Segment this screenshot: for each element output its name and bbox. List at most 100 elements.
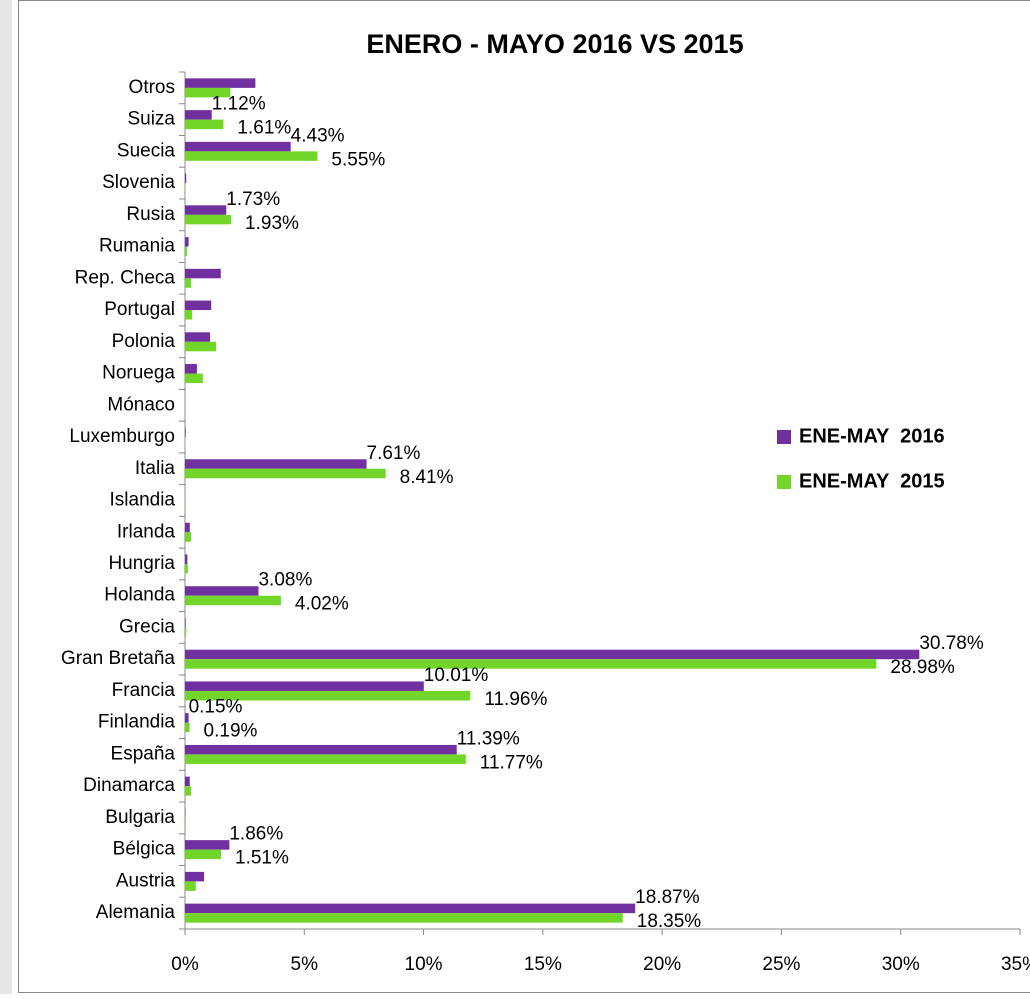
y-tick-label: Hungria <box>108 553 175 574</box>
bar <box>185 777 190 787</box>
data-label: 10.01% <box>424 665 489 686</box>
bar <box>185 872 204 882</box>
y-tick-label: Dinamarca <box>83 775 175 796</box>
data-label: 11.39% <box>457 728 520 749</box>
y-tick-label: Holanda <box>104 585 175 606</box>
y-tick-label: Suecia <box>117 140 176 161</box>
data-label: 5.55% <box>331 149 385 170</box>
bar <box>185 469 386 479</box>
x-tick-label: 5% <box>291 954 319 975</box>
bar <box>185 818 186 828</box>
x-tick-label: 15% <box>524 954 562 975</box>
bar <box>185 904 635 914</box>
bar <box>185 374 203 384</box>
y-tick-label: Austria <box>116 870 176 891</box>
y-tick-label: España <box>111 743 176 764</box>
bar <box>185 723 190 733</box>
bar <box>185 269 221 279</box>
y-tick-label: Finlandia <box>98 712 176 733</box>
y-tick-label: Grecia <box>119 616 175 637</box>
x-tick-label: 30% <box>882 954 920 975</box>
bar <box>185 151 317 161</box>
bar <box>185 459 367 469</box>
bar <box>185 428 186 438</box>
data-label: 30.78% <box>919 633 984 654</box>
bar <box>185 596 281 606</box>
bar <box>185 342 216 352</box>
bar <box>185 332 210 342</box>
data-label: 3.08% <box>258 570 312 591</box>
y-tick-label: Otros <box>129 77 175 98</box>
bar <box>185 586 258 596</box>
y-tick-label: Luxemburgo <box>69 426 175 447</box>
bar <box>185 564 188 574</box>
y-tick-label: Polonia <box>112 331 176 352</box>
bar <box>185 364 197 374</box>
legend-swatch <box>777 430 791 444</box>
y-tick-label: Suiza <box>127 109 175 130</box>
bar <box>185 681 424 691</box>
x-tick-label: 20% <box>643 954 681 975</box>
y-tick-label: Bélgica <box>113 839 176 860</box>
bar <box>185 618 186 628</box>
legend-label: ENE-MAY 2016 <box>799 425 945 447</box>
bar <box>185 523 190 533</box>
bar <box>185 840 229 850</box>
bar <box>185 174 186 184</box>
data-label: 28.98% <box>890 657 955 678</box>
data-label: 1.86% <box>229 824 283 845</box>
data-label: 1.73% <box>226 189 280 210</box>
y-tick-label: Italia <box>135 458 176 479</box>
bar <box>185 301 211 311</box>
bar <box>185 627 186 637</box>
bar <box>185 110 212 120</box>
y-tick-label: Irlanda <box>117 521 176 542</box>
bar <box>185 205 226 215</box>
x-tick-label: 0% <box>171 954 199 975</box>
y-tick-label: Gran Bretaña <box>61 648 175 669</box>
data-label: 18.87% <box>635 887 700 908</box>
x-tick-label: 10% <box>405 954 443 975</box>
y-tick-label: Portugal <box>104 299 175 320</box>
y-tick-label: Mónaco <box>107 394 175 415</box>
data-label: 4.02% <box>295 594 349 615</box>
bar <box>185 554 187 564</box>
bar <box>185 237 189 247</box>
data-label: 11.96% <box>484 689 547 710</box>
y-tick-label: Rusia <box>126 204 175 225</box>
data-label: 18.35% <box>637 911 702 932</box>
data-label: 0.19% <box>204 721 258 742</box>
bar <box>185 786 191 796</box>
bar <box>185 120 223 130</box>
y-tick-label: Islandia <box>110 490 176 511</box>
bar <box>185 850 221 860</box>
data-label: 1.12% <box>212 94 266 115</box>
data-label: 0.15% <box>189 697 243 718</box>
bar <box>185 659 876 669</box>
bar <box>185 278 191 288</box>
bar <box>185 247 187 257</box>
y-tick-label: Noruega <box>102 363 175 384</box>
data-label: 7.61% <box>367 443 421 464</box>
y-tick-label: Francia <box>112 680 176 701</box>
y-tick-label: Rep. Checa <box>75 267 176 288</box>
bar <box>185 881 196 891</box>
bar <box>185 215 231 225</box>
y-tick-label: Slovenia <box>102 172 175 193</box>
y-tick-label: Bulgaria <box>105 807 175 828</box>
y-tick-label: Alemania <box>96 902 176 923</box>
bar <box>185 754 466 764</box>
x-tick-label: 35% <box>1001 954 1030 975</box>
data-label: 1.93% <box>245 213 299 234</box>
legend-label: ENE-MAY 2015 <box>799 470 945 492</box>
bar <box>185 532 191 542</box>
data-label: 8.41% <box>400 467 454 488</box>
chart-title: ENERO - MAYO 2016 VS 2015 <box>366 29 743 59</box>
bar <box>185 650 919 660</box>
bar <box>185 142 291 152</box>
legend-swatch <box>777 475 791 489</box>
data-label: 11.77% <box>480 752 543 773</box>
bar <box>185 78 255 88</box>
